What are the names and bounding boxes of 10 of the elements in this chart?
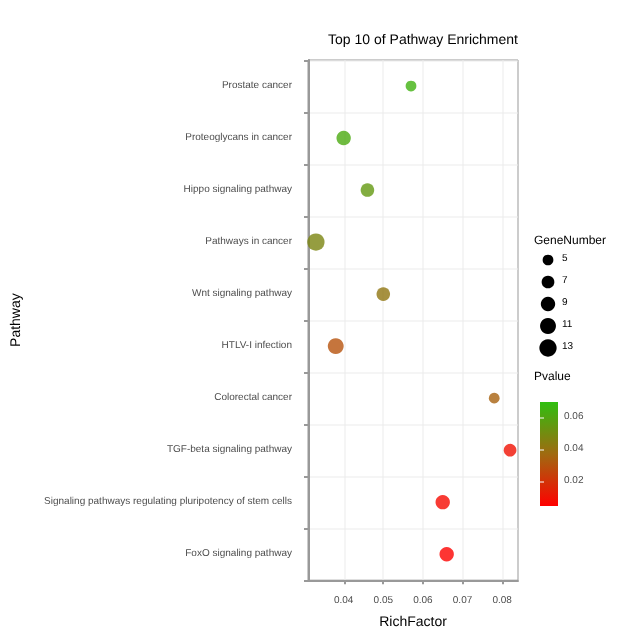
point — [439, 546, 454, 562]
point — [327, 338, 344, 355]
point — [376, 287, 391, 301]
point — [307, 233, 325, 251]
point — [405, 80, 417, 92]
point — [336, 130, 351, 146]
point — [488, 392, 500, 404]
point — [435, 494, 450, 510]
point — [360, 183, 375, 197]
point — [503, 443, 517, 457]
